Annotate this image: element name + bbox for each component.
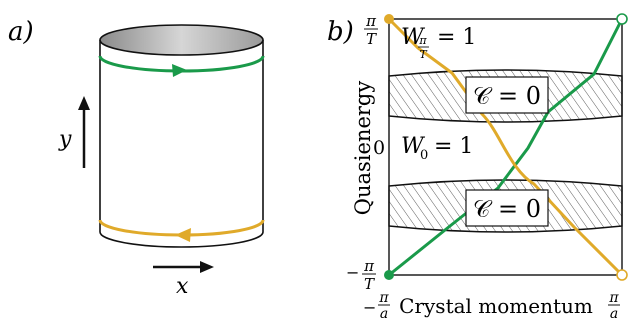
tick-left: − π a xyxy=(363,290,390,322)
x-arrow-icon xyxy=(200,261,214,273)
x-axis-label: Crystal momentum xyxy=(399,294,593,318)
winding-mid-sub: 0 xyxy=(420,148,428,163)
y-arrow-icon xyxy=(78,96,90,110)
panel-b-label: b) xyxy=(327,17,354,47)
winding-top-sub-num: π xyxy=(418,34,427,47)
corner-marker-bottom-left xyxy=(384,270,394,280)
corner-marker-bottom-right xyxy=(617,270,627,280)
tick-bottom-den: T xyxy=(364,275,375,293)
cylinder-top-cap xyxy=(100,25,263,55)
tick-top-den: T xyxy=(366,30,377,48)
tick-left-num: π xyxy=(378,290,389,306)
tick-right: π a xyxy=(608,290,620,322)
tick-left-sign: − xyxy=(363,298,376,317)
green-arrow-icon xyxy=(172,64,187,77)
tick-top-num: π xyxy=(365,12,377,30)
y-label: y xyxy=(58,127,72,152)
tick-top: π T xyxy=(364,12,378,48)
tick-bottom-sign: − xyxy=(346,263,359,282)
x-label: x xyxy=(176,274,189,299)
winding-mid-label: W 0 = 1 xyxy=(401,134,473,163)
tick-right-den: a xyxy=(610,306,618,322)
winding-top-label: W π T = 1 xyxy=(401,25,476,61)
cylinder xyxy=(100,25,263,247)
orange-arrow-icon xyxy=(175,228,191,242)
tick-right-num: π xyxy=(608,290,619,306)
chern-lower-label: 𝒞 = 0 xyxy=(473,195,541,223)
winding-mid-rhs: = 1 xyxy=(434,134,473,159)
tick-bottom-num: π xyxy=(363,257,375,275)
corner-marker-top-right xyxy=(617,14,627,24)
tick-bottom: − π T xyxy=(346,257,376,293)
corner-marker-top-left xyxy=(384,14,394,24)
chern-upper-label: 𝒞 = 0 xyxy=(473,82,541,110)
y-axis-label: Quasienergy xyxy=(351,81,375,216)
panel-a-label: a) xyxy=(8,17,34,47)
tick-left-den: a xyxy=(380,306,388,322)
winding-top-rhs: = 1 xyxy=(437,25,476,50)
